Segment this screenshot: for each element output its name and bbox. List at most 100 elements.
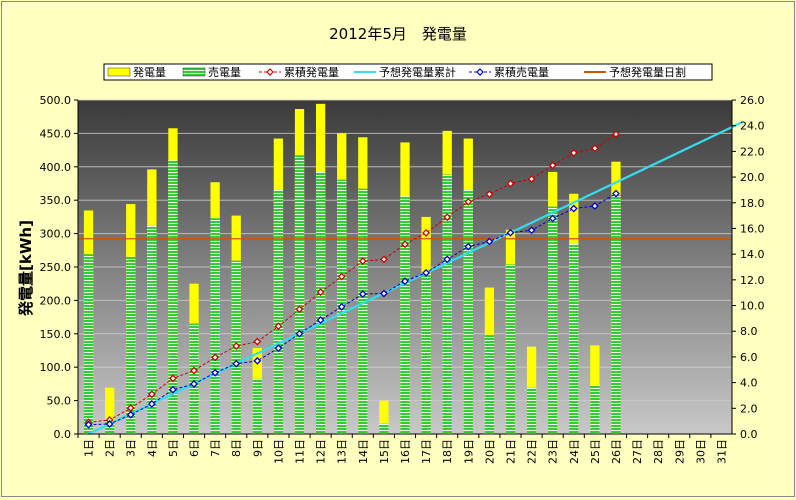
y2-tick-label: 22.0 [740, 145, 765, 158]
x-tick-label: 21日 [504, 439, 517, 464]
y2-tick-label: 24.0 [740, 120, 765, 133]
marker-cumulative-sold [443, 255, 452, 264]
bar-sold [569, 243, 579, 434]
y2-tick-label: 16.0 [740, 222, 765, 235]
y-tick-label: 200.0 [40, 294, 72, 307]
x-tick-label: 3日 [125, 439, 138, 457]
marker-cumulative-generation [358, 257, 367, 266]
marker-cumulative-sold [316, 316, 325, 324]
marker-cumulative-sold [147, 400, 156, 408]
x-tick-label: 19日 [462, 439, 475, 464]
marker-cumulative-sold [232, 359, 241, 368]
chart-title: 2012年5月 発電量 [329, 25, 467, 43]
x-tick-label: 14日 [357, 439, 370, 464]
x-tick-label: 30日 [694, 439, 707, 464]
x-tick-label: 2日 [104, 439, 117, 457]
legend-marker [266, 68, 274, 76]
marker-cumulative-generation [316, 288, 325, 297]
x-tick-label: 17日 [420, 439, 433, 464]
x-tick-label: 29日 [673, 439, 686, 464]
marker-cumulative-generation [422, 229, 431, 237]
marker-cumulative-generation [569, 148, 578, 157]
marker-cumulative-generation [590, 144, 599, 153]
x-tick-label: 20日 [483, 439, 496, 464]
bar-sold [126, 256, 136, 434]
legend-label: 予想発電量日割 [609, 65, 686, 79]
y2-tick-label: 18.0 [740, 197, 765, 210]
marker-cumulative-generation [190, 366, 198, 375]
x-tick-label: 16日 [399, 439, 412, 464]
marker-cumulative-sold [358, 290, 367, 298]
x-tick-label: 12日 [315, 439, 328, 464]
legend-label: 予想発電量累計 [379, 65, 456, 79]
marker-cumulative-sold [485, 237, 494, 246]
marker-cumulative-sold [527, 226, 536, 235]
x-tick-label: 7日 [209, 439, 222, 457]
y2-tick-label: 14.0 [740, 248, 765, 261]
y-tick-label: 250.0 [40, 261, 72, 274]
y-tick-label: 150.0 [40, 328, 72, 341]
x-tick-label: 22日 [526, 439, 539, 464]
y-tick-label: 50.0 [47, 395, 72, 408]
bar-sold [273, 189, 284, 434]
marker-cumulative-sold [211, 368, 220, 377]
y2-tick-label: 20.0 [740, 171, 765, 184]
marker-cumulative-sold [126, 410, 135, 419]
x-tick-label: 18日 [441, 439, 454, 464]
marker-cumulative-generation [211, 353, 220, 362]
bar-sold [463, 189, 473, 434]
bar-sold [526, 387, 537, 434]
marker-cumulative-sold [612, 189, 620, 198]
y-tick-label: 350.0 [40, 194, 72, 207]
x-tick-label: 26日 [610, 439, 623, 464]
bar-generation [379, 400, 389, 434]
marker-cumulative-generation [379, 255, 388, 264]
x-tick-label: 31日 [715, 439, 728, 464]
bar-sold [548, 206, 558, 434]
x-tick-label: 15日 [378, 439, 391, 464]
line-predicted-cumulative [88, 121, 744, 435]
marker-cumulative-generation [169, 374, 177, 383]
legend-label: 累積売電量 [494, 65, 549, 79]
y-tick-label: 400.0 [40, 161, 72, 174]
bar-sold [147, 225, 157, 434]
line-cumulative-generation [88, 133, 617, 423]
bar-sold [358, 188, 368, 434]
legend-marker [476, 68, 484, 76]
y2-tick-label: 12.0 [740, 274, 765, 287]
bar-sold [421, 273, 431, 434]
marker-cumulative-sold [274, 344, 283, 353]
marker-cumulative-generation [337, 272, 346, 281]
bar-generation [105, 387, 115, 434]
y2-tick-label: 0.0 [740, 428, 758, 441]
bar-sold [505, 264, 516, 434]
marker-cumulative-sold [190, 380, 198, 388]
marker-cumulative-generation [527, 175, 536, 183]
marker-cumulative-generation [443, 213, 452, 222]
x-tick-label: 27日 [631, 439, 644, 464]
marker-cumulative-sold [253, 356, 262, 365]
marker-cumulative-generation [548, 161, 557, 170]
y2-tick-label: 2.0 [740, 402, 758, 415]
y-axis-label: 発電量[kWh] [17, 220, 35, 317]
marker-cumulative-sold [464, 242, 473, 251]
y-tick-label: 100.0 [40, 361, 72, 374]
marker-cumulative-sold [590, 202, 599, 210]
x-tick-label: 8日 [230, 439, 243, 457]
marker-cumulative-sold [548, 214, 557, 223]
y2-tick-label: 4.0 [740, 377, 758, 390]
x-tick-label: 9日 [251, 439, 264, 457]
bar-sold [400, 196, 410, 434]
marker-cumulative-sold [105, 420, 114, 428]
marker-cumulative-generation [295, 305, 304, 314]
marker-cumulative-sold [295, 329, 304, 338]
marker-cumulative-generation [253, 337, 262, 346]
y-tick-label: 0.0 [54, 428, 72, 441]
marker-cumulative-generation [506, 179, 515, 188]
x-tick-label: 10日 [272, 439, 285, 464]
bar-sold [379, 423, 389, 434]
bar-sold [189, 323, 199, 434]
legend-swatch [107, 67, 131, 77]
x-tick-label: 23日 [547, 439, 560, 464]
